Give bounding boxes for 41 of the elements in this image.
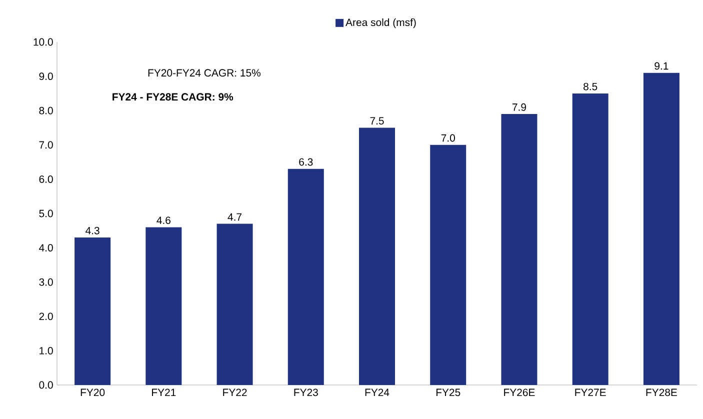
x-tick-label: FY22 <box>223 388 247 396</box>
data-label: 8.5 <box>584 82 598 90</box>
x-tick-label: FY25 <box>436 388 460 396</box>
data-label: 4.3 <box>86 226 100 234</box>
y-tick-label: 1.0 <box>40 347 53 354</box>
data-label: 7.0 <box>441 134 455 142</box>
x-tick-label: FY20 <box>80 388 105 396</box>
annotation: FY20-FY24 CAGR: 15% <box>148 69 260 77</box>
y-tick-label: 7.0 <box>39 141 53 149</box>
data-label: 7.9 <box>512 103 526 111</box>
data-label: 7.5 <box>370 117 384 125</box>
x-tick-label: FY27E <box>575 388 606 396</box>
y-tick-label: 3.0 <box>39 278 53 286</box>
y-tick-label: 10.0 <box>34 38 53 46</box>
bar <box>572 93 608 385</box>
bar <box>146 227 182 385</box>
y-tick-label: 6.0 <box>39 176 53 183</box>
x-tick-label: FY28E <box>646 388 677 396</box>
x-tick-label: FY23 <box>294 388 318 396</box>
legend-label: Area sold (msf) <box>346 18 416 28</box>
y-tick-label: 2.0 <box>39 312 53 320</box>
bar <box>359 128 396 385</box>
x-tick-label: FY26E <box>504 388 535 396</box>
bar <box>501 114 538 385</box>
y-tick-label: 4.0 <box>39 244 53 252</box>
data-label: 6.3 <box>299 158 313 166</box>
y-tick-label: 8.0 <box>39 106 53 114</box>
bar <box>643 72 680 385</box>
y-tick-label: 0.0 <box>39 381 53 389</box>
bar <box>74 238 111 385</box>
bar <box>288 168 324 385</box>
y-tick-label: 5.0 <box>39 210 53 218</box>
y-tick-label: 9.0 <box>39 72 53 80</box>
annotation: FY24 - FY28E CAGR: 9% <box>112 93 234 101</box>
x-tick-label: FY24 <box>365 388 390 396</box>
data-label: 9.1 <box>654 62 668 70</box>
bar <box>430 144 466 385</box>
x-tick-label: FY21 <box>152 388 176 396</box>
data-label: 4.7 <box>228 213 242 221</box>
bar <box>216 224 253 385</box>
data-label: 4.6 <box>156 216 170 224</box>
